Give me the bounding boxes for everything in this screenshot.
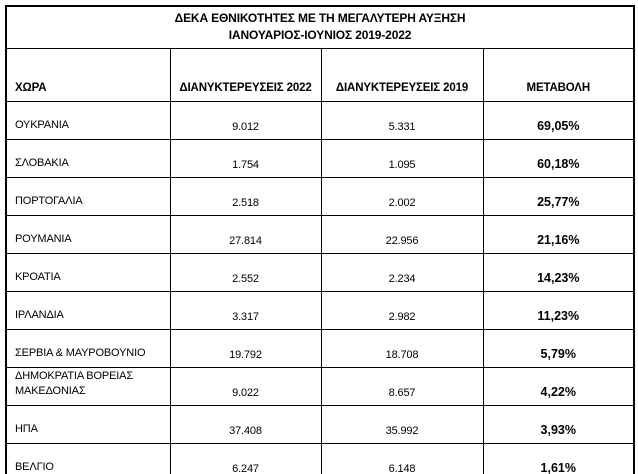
- column-header-change: ΜΕΤΑΒΟΛΗ: [482, 48, 635, 102]
- table-row: ΙΡΛΑΝΔΙΑ 3.317 2.982 11,23%: [5, 291, 635, 330]
- nationalities-increase-table: ΔΕΚΑ ΕΘΝΙΚΟΤΗΤΕΣ ΜΕ ΤΗ ΜΕΓΑΛΥΤΕΡΗ ΑΥΞΗΣΗ…: [5, 5, 636, 474]
- nights-2022-cell: 6.247: [169, 443, 322, 474]
- nights-2019-cell: 2.234: [320, 253, 484, 292]
- nights-2022-cell: 19.792: [169, 329, 322, 368]
- table-row: ΗΠΑ 37.408 35.992 3,93%: [5, 405, 635, 444]
- nights-2019-cell: 8.657: [320, 367, 484, 406]
- change-cell: 5,79%: [482, 329, 635, 368]
- table-title-row: ΔΕΚΑ ΕΘΝΙΚΟΤΗΤΕΣ ΜΕ ΤΗ ΜΕΓΑΛΥΤΕΡΗ ΑΥΞΗΣΗ…: [5, 5, 635, 49]
- column-header-nights-2019: ΔΙΑΝΥΚΤΕΡΕΥΣΕΙΣ 2019: [320, 48, 484, 102]
- change-cell: 25,77%: [482, 177, 635, 216]
- country-cell: ΣΕΡΒΙΑ & ΜΑΥΡΟΒΟΥΝΙΟ: [5, 329, 171, 368]
- nights-2019-cell: 22.956: [320, 215, 484, 254]
- table-row: ΒΕΛΓΙΟ 6.247 6.148 1,61%: [5, 443, 635, 474]
- country-cell: ΔΗΜΟΚΡΑΤΙΑ ΒΟΡΕΙΑΣ ΜΑΚΕΔΟΝΙΑΣ: [5, 367, 171, 406]
- country-cell: ΟΥΚΡΑΝΙΑ: [5, 101, 171, 140]
- table-title-line1: ΔΕΚΑ ΕΘΝΙΚΟΤΗΤΕΣ ΜΕ ΤΗ ΜΕΓΑΛΥΤΕΡΗ ΑΥΞΗΣΗ: [174, 11, 466, 26]
- country-cell: ΚΡΟΑΤΙΑ: [5, 253, 171, 292]
- nights-2022-cell: 9.022: [169, 367, 322, 406]
- table-title: ΔΕΚΑ ΕΘΝΙΚΟΤΗΤΕΣ ΜΕ ΤΗ ΜΕΓΑΛΥΤΕΡΗ ΑΥΞΗΣΗ…: [5, 5, 635, 49]
- nights-2019-cell: 1.095: [320, 139, 484, 178]
- country-cell: ΡΟΥΜΑΝΙΑ: [5, 215, 171, 254]
- table-row: ΔΗΜΟΚΡΑΤΙΑ ΒΟΡΕΙΑΣ ΜΑΚΕΔΟΝΙΑΣ 9.022 8.65…: [5, 367, 635, 406]
- column-header-nights-2022: ΔΙΑΝΥΚΤΕΡΕΥΣΕΙΣ 2022: [169, 48, 322, 102]
- nights-2022-cell: 2.552: [169, 253, 322, 292]
- country-cell: ΙΡΛΑΝΔΙΑ: [5, 291, 171, 330]
- change-cell: 1,61%: [482, 443, 635, 474]
- change-cell: 60,18%: [482, 139, 635, 178]
- table-row: ΣΕΡΒΙΑ & ΜΑΥΡΟΒΟΥΝΙΟ 19.792 18.708 5,79%: [5, 329, 635, 368]
- change-cell: 21,16%: [482, 215, 635, 254]
- change-cell: 11,23%: [482, 291, 635, 330]
- table-row: ΟΥΚΡΑΝΙΑ 9.012 5.331 69,05%: [5, 101, 635, 140]
- nights-2022-cell: 9.012: [169, 101, 322, 140]
- nights-2019-cell: 2.982: [320, 291, 484, 330]
- nights-2022-cell: 2.518: [169, 177, 322, 216]
- change-cell: 14,23%: [482, 253, 635, 292]
- table-row: ΡΟΥΜΑΝΙΑ 27.814 22.956 21,16%: [5, 215, 635, 254]
- change-cell: 3,93%: [482, 405, 635, 444]
- nights-2019-cell: 18.708: [320, 329, 484, 368]
- country-cell: ΠΟΡΤΟΓΑΛΙΑ: [5, 177, 171, 216]
- table-row: ΣΛΟΒΑΚΙΑ 1.754 1.095 60,18%: [5, 139, 635, 178]
- table-header-row: ΧΩΡΑ ΔΙΑΝΥΚΤΕΡΕΥΣΕΙΣ 2022 ΔΙΑΝΥΚΤΕΡΕΥΣΕΙ…: [5, 48, 635, 102]
- nights-2019-cell: 2.002: [320, 177, 484, 216]
- change-cell: 4,22%: [482, 367, 635, 406]
- nights-2019-cell: 6.148: [320, 443, 484, 474]
- country-cell: ΣΛΟΒΑΚΙΑ: [5, 139, 171, 178]
- change-cell: 69,05%: [482, 101, 635, 140]
- nights-2019-cell: 5.331: [320, 101, 484, 140]
- country-cell: ΒΕΛΓΙΟ: [5, 443, 171, 474]
- nights-2022-cell: 37.408: [169, 405, 322, 444]
- table-title-line2: ΙΑΝΟΥΑΡΙΟΣ-ΙΟΥΝΙΟΣ 2019-2022: [228, 28, 412, 42]
- country-cell: ΗΠΑ: [5, 405, 171, 444]
- nights-2022-cell: 1.754: [169, 139, 322, 178]
- nights-2022-cell: 27.814: [169, 215, 322, 254]
- column-header-country: ΧΩΡΑ: [5, 48, 171, 102]
- table-row: ΚΡΟΑΤΙΑ 2.552 2.234 14,23%: [5, 253, 635, 292]
- table-row: ΠΟΡΤΟΓΑΛΙΑ 2.518 2.002 25,77%: [5, 177, 635, 216]
- nights-2022-cell: 3.317: [169, 291, 322, 330]
- nights-2019-cell: 35.992: [320, 405, 484, 444]
